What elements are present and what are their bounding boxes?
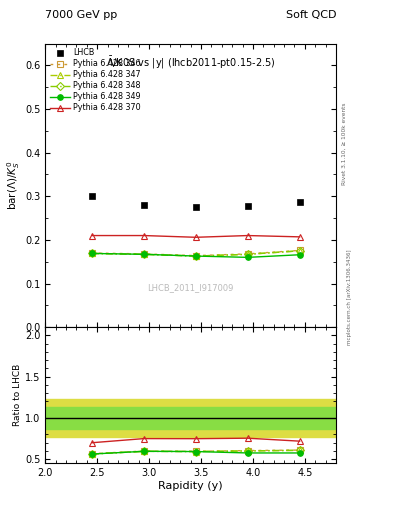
Pythia 6.428 347 [245, 251, 250, 258]
Pythia 6.428 349 [141, 251, 146, 258]
Pythia 6.428 348 [245, 251, 250, 258]
Pythia 6.428 349 [298, 252, 302, 258]
LHCB [245, 203, 250, 209]
Line: Pythia 6.428 349: Pythia 6.428 349 [89, 251, 303, 260]
Pythia 6.428 349 [193, 253, 198, 259]
Text: mcplots.cern.ch [arXiv:1306.3436]: mcplots.cern.ch [arXiv:1306.3436] [347, 249, 352, 345]
LHCB [141, 202, 146, 208]
Text: Soft QCD: Soft QCD [286, 10, 336, 20]
Pythia 6.428 347 [141, 251, 146, 258]
Pythia 6.428 370 [193, 234, 198, 240]
Pythia 6.428 346 [141, 251, 146, 257]
LHCB [90, 193, 94, 199]
Pythia 6.428 348 [298, 248, 302, 254]
Line: Pythia 6.428 346: Pythia 6.428 346 [89, 248, 303, 259]
Pythia 6.428 370 [90, 232, 94, 239]
Line: Pythia 6.428 347: Pythia 6.428 347 [89, 248, 303, 259]
Pythia 6.428 370 [245, 232, 250, 239]
Text: $\bar{\Lambda}$/K0S vs |y| (lhcb2011-pt0.15-2.5): $\bar{\Lambda}$/K0S vs |y| (lhcb2011-pt0… [106, 55, 275, 71]
Pythia 6.428 346 [90, 250, 94, 256]
Text: Rivet 3.1.10, ≥ 100k events: Rivet 3.1.10, ≥ 100k events [342, 102, 347, 185]
Legend: LHCB, Pythia 6.428 346, Pythia 6.428 347, Pythia 6.428 348, Pythia 6.428 349, Py: LHCB, Pythia 6.428 346, Pythia 6.428 347… [48, 47, 143, 114]
Y-axis label: bar($\Lambda$)/$K^0_S$: bar($\Lambda$)/$K^0_S$ [6, 161, 22, 210]
Text: 7000 GeV pp: 7000 GeV pp [45, 10, 118, 20]
Pythia 6.428 348 [90, 250, 94, 257]
Pythia 6.428 347 [193, 253, 198, 259]
Line: LHCB: LHCB [88, 193, 303, 210]
Pythia 6.428 346 [245, 251, 250, 257]
Pythia 6.428 370 [141, 232, 146, 239]
LHCB [298, 199, 302, 205]
Bar [45, 399, 336, 437]
X-axis label: Rapidity (y): Rapidity (y) [158, 481, 223, 491]
Pythia 6.428 347 [90, 250, 94, 257]
Text: LHCB_2011_I917009: LHCB_2011_I917009 [147, 283, 234, 292]
Line: Pythia 6.428 348: Pythia 6.428 348 [89, 248, 303, 259]
Pythia 6.428 370 [298, 234, 302, 240]
Pythia 6.428 346 [298, 247, 302, 253]
Pythia 6.428 346 [193, 252, 198, 259]
Pythia 6.428 348 [141, 251, 146, 258]
Pythia 6.428 348 [193, 253, 198, 259]
Pythia 6.428 349 [90, 250, 94, 257]
Pythia 6.428 349 [245, 254, 250, 261]
Pythia 6.428 347 [298, 248, 302, 254]
Line: Pythia 6.428 370: Pythia 6.428 370 [89, 233, 303, 240]
LHCB [193, 204, 198, 210]
Bar [45, 407, 336, 429]
Y-axis label: Ratio to LHCB: Ratio to LHCB [13, 364, 22, 426]
